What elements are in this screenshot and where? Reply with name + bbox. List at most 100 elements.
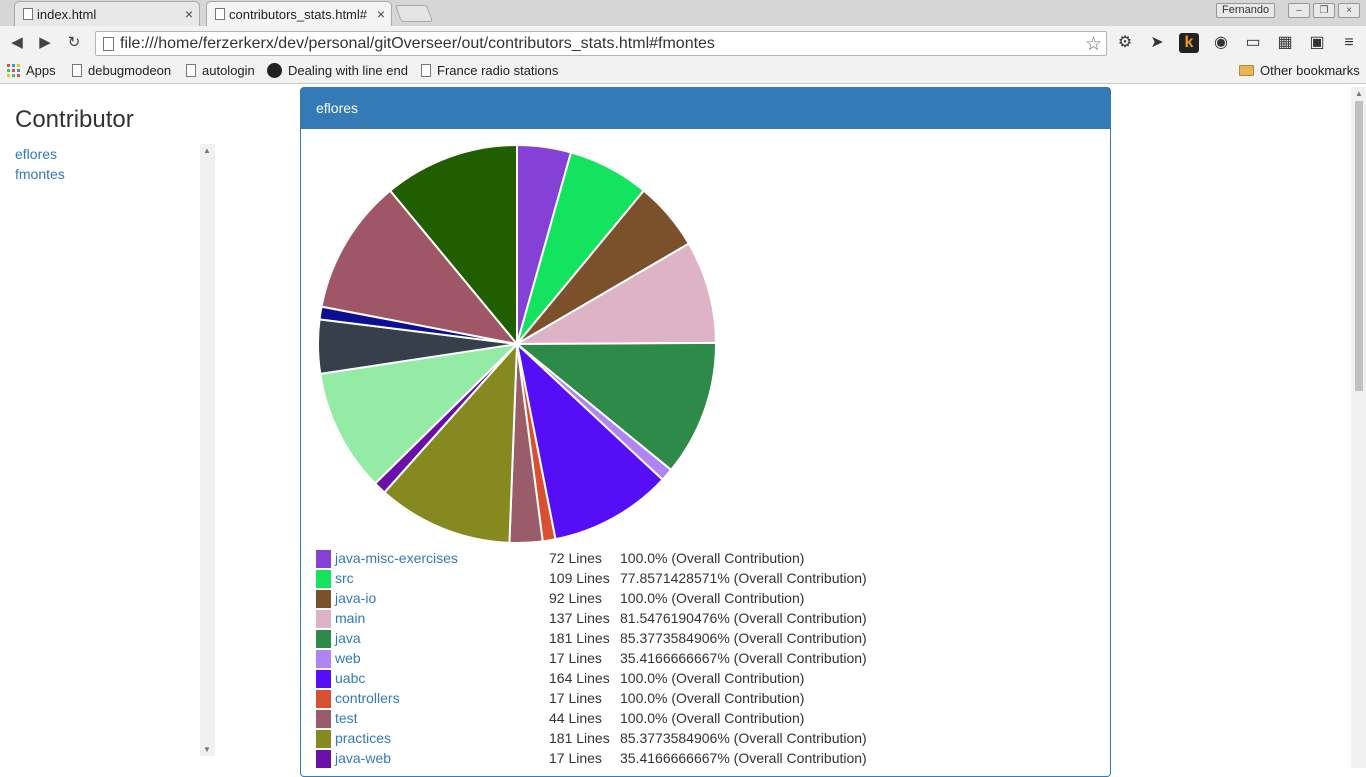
legend-row: controllers 17 Lines 100.0% (Overall Con… xyxy=(316,689,916,709)
tab-title: contributors_stats.html# xyxy=(229,6,368,22)
legend-row: java-misc-exercises 72 Lines 100.0% (Ove… xyxy=(316,549,916,569)
legend-percentage: 85.3773584906% (Overall Contribution) xyxy=(620,730,867,746)
close-icon[interactable]: × xyxy=(184,6,193,22)
contributor-link-eflores[interactable]: eflores xyxy=(15,146,58,162)
pie-slice[interactable] xyxy=(319,342,520,485)
contribution-pie-chart xyxy=(317,144,717,544)
legend-project-link[interactable]: src xyxy=(335,570,354,586)
pie-slice[interactable] xyxy=(515,341,665,541)
pie-slice[interactable] xyxy=(383,341,519,544)
legend-swatch xyxy=(316,550,331,568)
menu-icon[interactable]: ≡ xyxy=(1344,34,1354,51)
scroll-up-icon[interactable]: ▲ xyxy=(1355,89,1363,98)
legend-project-link[interactable]: controllers xyxy=(335,690,400,706)
legend-row: src 109 Lines 77.8571428571% (Overall Co… xyxy=(316,569,916,589)
profile-button[interactable]: Fernando xyxy=(1216,3,1276,18)
legend-swatch xyxy=(316,570,331,588)
panel-title: eflores xyxy=(301,88,1110,129)
new-tab-button[interactable] xyxy=(394,5,434,22)
legend-lines: 72 Lines xyxy=(549,550,602,566)
pie-slice[interactable] xyxy=(320,189,520,346)
extension-k-icon[interactable]: k xyxy=(1179,33,1199,53)
legend-swatch xyxy=(316,650,331,668)
legend-project-link[interactable]: practices xyxy=(335,730,392,746)
tab-index[interactable]: index.html × xyxy=(14,1,200,26)
legend-row: uabc 164 Lines 100.0% (Overall Contribut… xyxy=(316,669,916,689)
legend-swatch xyxy=(316,730,331,748)
legend-swatch xyxy=(316,690,331,708)
bookmark-label: Other bookmarks xyxy=(1260,63,1360,78)
legend-project-link[interactable]: uabc xyxy=(335,670,366,686)
bookmark-label: Apps xyxy=(26,63,56,78)
bookmark-other[interactable]: Other bookmarks xyxy=(1239,63,1360,78)
extension-grid-icon[interactable]: ▦ xyxy=(1277,34,1293,51)
legend-project-link[interactable]: java xyxy=(335,630,361,646)
cast-icon[interactable]: ▭ xyxy=(1245,34,1261,51)
legend-percentage: 81.5476190476% (Overall Contribution) xyxy=(620,610,867,626)
folder-icon xyxy=(1239,65,1254,76)
legend-swatch xyxy=(316,590,331,608)
github-icon xyxy=(267,63,282,78)
tab-title: index.html xyxy=(37,6,97,22)
scroll-down-icon[interactable]: ▼ xyxy=(203,745,211,754)
tab-strip: index.html × contributors_stats.html# × … xyxy=(0,0,1366,26)
bookmark-debugmodeon[interactable]: debugmodeon xyxy=(72,63,171,78)
legend-row: practices 181 Lines 85.3773584906% (Over… xyxy=(316,729,916,749)
legend: java-misc-exercises 72 Lines 100.0% (Ove… xyxy=(316,549,916,769)
legend-row: test 44 Lines 100.0% (Overall Contributi… xyxy=(316,709,916,729)
legend-swatch xyxy=(316,610,331,628)
forward-icon[interactable]: ▶ xyxy=(39,34,51,51)
gear-icon[interactable]: ⚙ xyxy=(1117,34,1133,51)
contributor-panel: eflores java-misc-exercises 72 Lines 100… xyxy=(300,87,1111,777)
contributor-link-fmontes[interactable]: fmontes xyxy=(15,166,65,182)
sidebar-scrollbar[interactable]: ▲ ▼ xyxy=(200,144,215,756)
legend-lines: 44 Lines xyxy=(549,710,602,726)
legend-lines: 17 Lines xyxy=(549,750,602,766)
legend-percentage: 85.3773584906% (Overall Contribution) xyxy=(620,630,867,646)
bookmark-radio[interactable]: France radio stations xyxy=(421,63,558,78)
legend-percentage: 35.4166666667% (Overall Contribution) xyxy=(620,750,867,766)
back-icon[interactable]: ◀ xyxy=(11,34,23,51)
bookmark-autologin[interactable]: autologin xyxy=(186,63,255,78)
pie-slice[interactable] xyxy=(513,242,717,346)
bookmark-star-icon[interactable]: ☆ xyxy=(1084,34,1102,55)
legend-swatch xyxy=(316,710,331,728)
legend-project-link[interactable]: test xyxy=(335,710,358,726)
close-icon[interactable]: × xyxy=(376,6,385,22)
legend-row: java-web 17 Lines 35.4166666667% (Overal… xyxy=(316,749,916,769)
page-icon xyxy=(421,64,431,77)
bookmark-apps[interactable]: Apps xyxy=(7,63,56,78)
legend-project-link[interactable]: main xyxy=(335,610,366,626)
legend-swatch xyxy=(316,670,331,688)
legend-lines: 17 Lines xyxy=(549,690,602,706)
bookmark-label: debugmodeon xyxy=(88,63,172,78)
close-window-icon[interactable]: × xyxy=(1338,3,1360,18)
bookmark-line-endings[interactable]: Dealing with line end xyxy=(267,63,408,78)
file-icon xyxy=(215,8,225,20)
page-scrollbar[interactable]: ▲ xyxy=(1351,87,1366,768)
address-bar[interactable]: file:///home/ferzerkerx/dev/personal/git… xyxy=(95,31,1107,56)
legend-project-link[interactable]: java-web xyxy=(335,750,392,766)
pie-slice[interactable] xyxy=(514,341,717,472)
legend-lines: 109 Lines xyxy=(549,570,610,586)
legend-project-link[interactable]: java-misc-exercises xyxy=(335,550,458,566)
legend-project-link[interactable]: web xyxy=(335,650,361,666)
scrollbar-thumb[interactable] xyxy=(1355,101,1363,391)
legend-row: web 17 Lines 35.4166666667% (Overall Con… xyxy=(316,649,916,669)
extension-mask-icon[interactable]: ◉ xyxy=(1214,34,1228,51)
extension-arrow-icon[interactable]: ➤ xyxy=(1150,34,1164,51)
legend-lines: 181 Lines xyxy=(549,630,610,646)
scroll-up-icon[interactable]: ▲ xyxy=(203,146,211,155)
minimize-icon[interactable]: – xyxy=(1288,3,1310,18)
legend-project-link[interactable]: java-io xyxy=(335,590,377,606)
pie-slice[interactable] xyxy=(388,144,518,347)
restore-icon[interactable]: ❐ xyxy=(1313,3,1335,18)
page-icon xyxy=(186,64,196,77)
legend-percentage: 100.0% (Overall Contribution) xyxy=(620,550,805,566)
reload-icon[interactable]: ↻ xyxy=(67,34,81,51)
tab-contributors-stats[interactable]: contributors_stats.html# × xyxy=(206,1,392,26)
legend-percentage: 100.0% (Overall Contribution) xyxy=(620,710,805,726)
legend-lines: 181 Lines xyxy=(549,730,610,746)
extension-plug-icon[interactable]: ▣ xyxy=(1309,34,1325,51)
legend-percentage: 35.4166666667% (Overall Contribution) xyxy=(620,650,867,666)
